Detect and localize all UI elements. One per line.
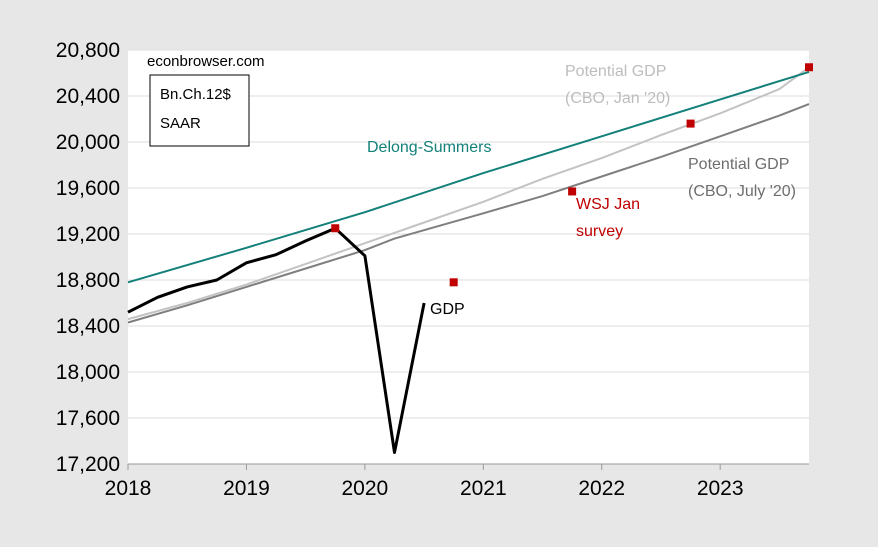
y-tick-label: 19,600 — [56, 177, 120, 200]
wsj-survey-point — [449, 278, 458, 287]
units-label-1: Bn.Ch.12$ — [160, 86, 232, 103]
y-tick-label: 20,800 — [56, 39, 120, 62]
y-tick-labels: 17,200 17,600 18,000 18,400 18,800 19,200 19,6… — [56, 39, 120, 476]
wsj-survey-point — [568, 187, 577, 196]
y-tick-label: 20,000 — [56, 131, 120, 154]
x-tick-label: 2019 — [223, 477, 270, 500]
label-gdp: GDP — [430, 301, 465, 318]
source-note: econbrowser.com — [147, 53, 265, 70]
series-lines — [127, 66, 810, 454]
y-tick-label: 18,400 — [56, 315, 120, 338]
y-tick-label: 18,000 — [56, 361, 120, 384]
y-tick-label: 18,800 — [56, 269, 120, 292]
y-tick-label: 20,400 — [56, 85, 120, 108]
y-tick-label: 19,200 — [56, 223, 120, 246]
series-line-potential-gdp-jan — [127, 66, 810, 321]
x-tick-label: 2018 — [105, 477, 152, 500]
label-line: survey — [576, 223, 623, 240]
units-label-2: SAAR — [160, 115, 201, 132]
label-potential-cbo-jan: Potential GDP (CBO, Jan '20) — [565, 63, 670, 107]
x-tick-label: 2022 — [578, 477, 625, 500]
label-line: Potential GDP — [565, 63, 666, 80]
x-tick-label: 2020 — [342, 477, 389, 500]
y-tick-label: 17,600 — [56, 407, 120, 430]
series-line-potential-gdp-july — [127, 103, 810, 324]
x-tick-marks — [127, 464, 721, 470]
x-tick-label: 2021 — [460, 477, 507, 500]
y-tick-label: 17,200 — [56, 453, 120, 476]
wsj-survey-point — [331, 224, 340, 233]
series-line-delong-summers — [127, 70, 810, 284]
x-tick-label: 2023 — [697, 477, 744, 500]
label-line: (CBO, Jan '20) — [565, 90, 670, 107]
label-potential-cbo-july: Potential GDP (CBO, July '20) — [688, 156, 796, 200]
units-box — [149, 74, 250, 147]
series-line-gdp — [127, 226, 426, 454]
label-wsj-survey: WSJ Jan survey — [576, 196, 640, 240]
label-line: (CBO, July '20) — [688, 183, 796, 200]
label-delong-summers: Delong-Summers — [367, 139, 491, 156]
label-line: Potential GDP — [688, 156, 789, 173]
wsj-survey-markers — [331, 63, 813, 287]
label-line: WSJ Jan — [576, 196, 640, 213]
x-tick-labels: 2018 2019 2020 2021 2022 2023 — [105, 477, 744, 500]
wsj-survey-point — [805, 63, 813, 72]
wsj-survey-point — [686, 119, 695, 128]
